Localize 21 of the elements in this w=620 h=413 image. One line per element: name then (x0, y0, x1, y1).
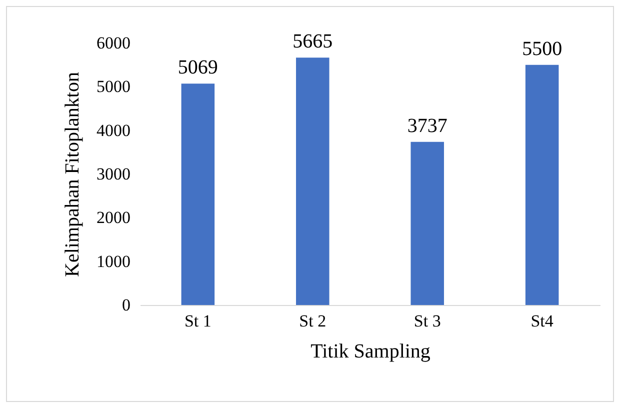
bar (410, 142, 444, 305)
y-tick-label: 5000 (96, 77, 130, 96)
y-tick-label: 3000 (96, 164, 130, 184)
data-label: 5069 (178, 56, 218, 79)
y-tick-label: 2000 (96, 208, 130, 228)
y-tick-label: 4000 (96, 120, 130, 140)
data-label: 5665 (292, 30, 333, 53)
x-tick-label: St4 (530, 312, 554, 330)
y-tick-label: 0 (122, 296, 130, 314)
bar (296, 58, 330, 305)
y-axis-title: Kelimpahan Fitoplankton (62, 72, 84, 277)
y-tick-label: 1000 (96, 252, 130, 271)
x-tick-label: St 3 (414, 312, 441, 330)
data-label: 3737 (407, 114, 448, 137)
y-tick-label: 6000 (96, 34, 130, 52)
x-tick-label: St 2 (299, 312, 326, 330)
x-tick-label: St 1 (184, 312, 212, 330)
x-axis-title: Titik Sampling (310, 340, 430, 362)
data-label: 5500 (522, 38, 562, 60)
bar (181, 84, 215, 305)
bar (525, 64, 559, 305)
